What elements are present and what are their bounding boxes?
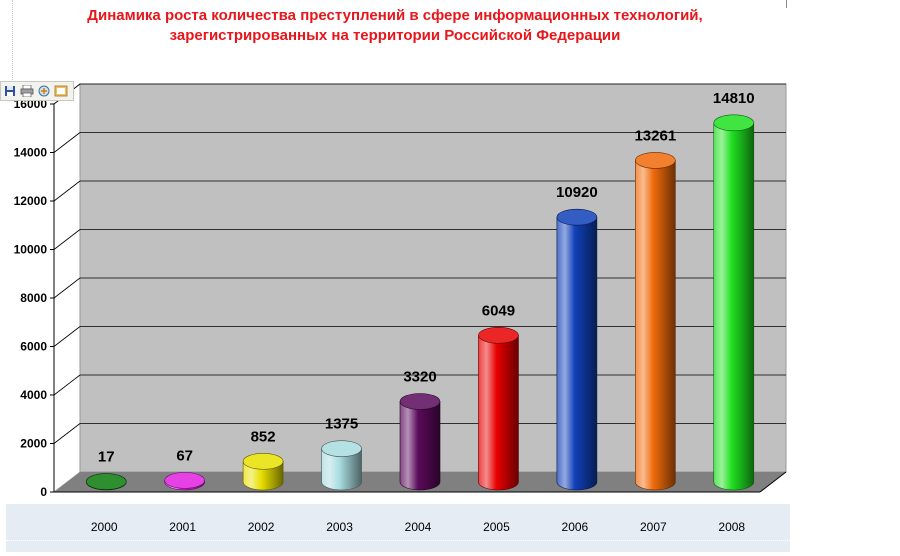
gridline-side	[53, 132, 81, 153]
data-label-2007: 13261	[634, 127, 676, 144]
bar-top-2003	[321, 440, 362, 457]
data-label-2006: 10920	[556, 184, 598, 201]
y-tick-label: 2000	[20, 437, 47, 451]
export-icon[interactable]	[54, 84, 68, 98]
gridline-side	[53, 229, 81, 250]
chart-title-line-1: Динамика роста количества преступлений в…	[87, 7, 703, 24]
x-tick-label-2002: 2002	[247, 520, 275, 534]
bar-top-2000	[85, 473, 127, 490]
print-icon[interactable]	[20, 84, 34, 98]
left-frame-strip	[0, 0, 13, 80]
chart-toolbar	[0, 81, 74, 101]
bar-2007	[635, 160, 676, 491]
x-tick-label-2001: 2001	[169, 520, 196, 534]
data-label-2003: 1375	[325, 416, 358, 433]
bar-2004	[399, 401, 441, 491]
x-axis-band	[6, 504, 790, 552]
y-tick-label: 0	[40, 485, 47, 499]
gridline-side	[53, 277, 81, 299]
x-tick-label-2008: 2008	[718, 520, 746, 534]
bar-top-2002	[242, 453, 284, 470]
right-frame-edge	[786, 0, 787, 8]
y-tick-label: 8000	[20, 291, 47, 305]
x-tick-label-2007: 2007	[639, 520, 667, 534]
chart-title-line-2: зарегистрированных на территории Российс…	[169, 27, 621, 44]
x-tick-label-2005: 2005	[483, 520, 510, 534]
bar-top-2007	[635, 152, 676, 169]
bar-top-2004	[399, 393, 441, 410]
bar-top-2001	[164, 472, 205, 489]
data-label-2004: 3320	[403, 368, 436, 385]
data-label-2001: 67	[176, 447, 193, 464]
chart-title: Динамика роста количества преступлений в…	[0, 6, 790, 46]
bar-2006	[556, 216, 598, 491]
gridline-side	[53, 374, 81, 396]
gridline-side	[53, 180, 81, 202]
data-label-2005: 6049	[482, 302, 515, 319]
bar-top-2005	[478, 327, 519, 344]
y-tick-label: 4000	[20, 388, 47, 402]
x-tick-label-2004: 2004	[404, 520, 432, 534]
data-label-2002: 852	[251, 428, 276, 445]
y-tick-label: 6000	[20, 340, 47, 354]
y-tick-label: 14000	[14, 146, 48, 160]
x-tick-label-2003: 2003	[326, 520, 353, 534]
x-tick-label-2000: 2000	[90, 520, 118, 534]
y-tick-label: 10000	[14, 243, 48, 257]
bar-top-2008	[713, 114, 755, 132]
y-tick-label: 12000	[14, 194, 48, 208]
bar-top-2006	[556, 208, 598, 226]
save-icon[interactable]	[3, 84, 17, 98]
gridline-side	[53, 423, 81, 444]
copy-icon[interactable]	[37, 84, 51, 98]
x-tick-label-2006: 2006	[561, 520, 589, 534]
bar-2005	[478, 335, 519, 491]
x-axis-depth	[759, 471, 787, 493]
bar-2008	[713, 122, 755, 491]
data-label-2008: 14810	[713, 90, 755, 107]
bar-2003	[321, 448, 362, 491]
data-label-2000: 17	[98, 449, 115, 466]
gridline-side	[53, 326, 81, 347]
